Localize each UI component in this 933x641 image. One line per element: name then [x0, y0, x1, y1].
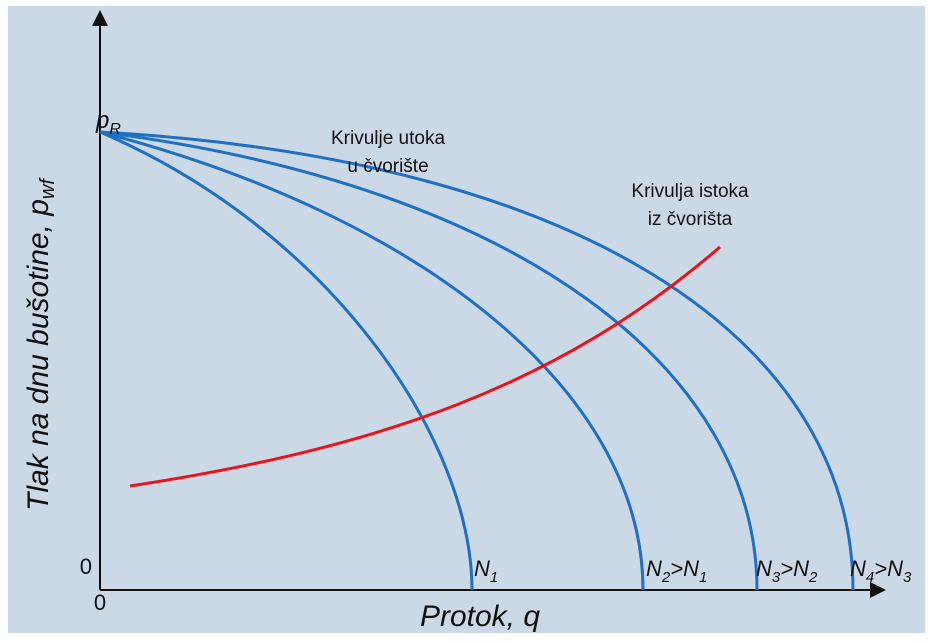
label-part: 1	[699, 569, 707, 586]
curve-n3	[99, 130, 759, 591]
curve-label: N1	[474, 556, 498, 586]
outflow-label: iz čvorišta	[648, 209, 733, 230]
label-part: 4	[866, 569, 874, 586]
curve-labels: N1 N2>N1 N3>N2 N4>N3	[474, 556, 912, 586]
y-label-text: Tlak na dnu bušotine, p	[22, 199, 55, 511]
label-part: N	[474, 556, 490, 581]
label-part: >N	[670, 556, 699, 581]
inflow-curves	[99, 130, 855, 591]
inflow-label: u čvorište	[347, 156, 428, 177]
curve-label: N2>N1	[646, 556, 707, 586]
curve-n1	[99, 130, 474, 591]
outflow-curve	[129, 245, 721, 488]
curve-label: N3>N2	[756, 556, 818, 586]
label-part: 2	[808, 569, 818, 586]
label-part: >N	[780, 556, 809, 581]
y-label-sub: wf	[37, 177, 59, 199]
label-part: 3	[772, 569, 781, 586]
label-part: >N	[874, 556, 903, 581]
label-part: 1	[490, 569, 498, 586]
pr-label: pR	[95, 107, 121, 138]
label-part: N	[850, 556, 866, 581]
label-part: 2	[661, 569, 671, 586]
y-axis-label: Tlak na dnu bušotine, pwf	[22, 177, 59, 511]
background	[8, 6, 925, 633]
label-part: N	[756, 556, 772, 581]
x-origin: 0	[94, 590, 106, 615]
curve-label: N4>N3	[850, 556, 912, 586]
curve-n4	[99, 130, 855, 591]
curve-n2	[99, 130, 645, 591]
pr-text: p	[95, 107, 109, 134]
inflow-label: Krivulje utoka	[331, 128, 445, 149]
label-part: 3	[903, 569, 912, 586]
label-part: N	[646, 556, 662, 581]
y-origin: 0	[80, 554, 92, 579]
x-axis-label: Protok, q	[420, 600, 540, 633]
outflow-label: Krivulja istoka	[631, 181, 749, 202]
pr-sub: R	[109, 121, 121, 138]
